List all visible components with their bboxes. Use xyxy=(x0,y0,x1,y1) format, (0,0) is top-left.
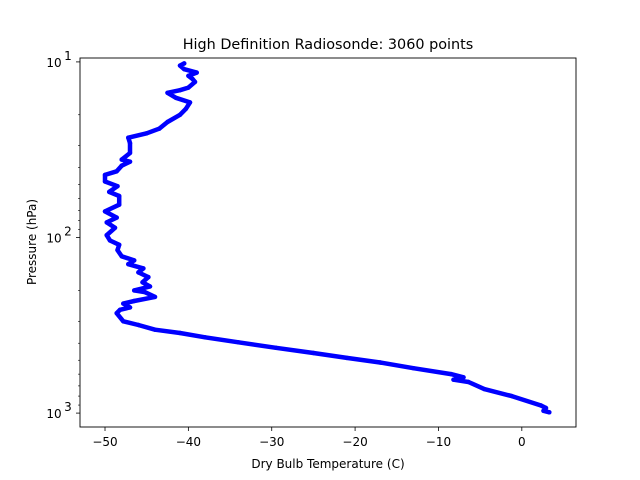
data-point xyxy=(132,298,137,304)
data-point xyxy=(127,159,133,164)
data-point xyxy=(121,319,126,324)
data-point xyxy=(377,360,383,365)
data-point xyxy=(127,140,133,146)
data-point xyxy=(547,410,552,415)
data-point xyxy=(182,67,187,72)
data-point xyxy=(165,90,170,96)
data-point xyxy=(102,179,108,184)
x-tick-label: −20 xyxy=(342,435,367,449)
data-point xyxy=(136,322,141,328)
data-point xyxy=(509,393,514,399)
plot-content xyxy=(102,61,552,415)
y-tick-exponent: 2 xyxy=(64,225,72,239)
x-tick-label: −40 xyxy=(176,435,201,449)
data-point xyxy=(177,63,183,68)
data-point xyxy=(543,405,549,411)
data-point xyxy=(112,225,118,230)
data-point xyxy=(165,119,170,125)
data-point xyxy=(107,238,113,243)
y-tick-label: 10 xyxy=(46,56,61,70)
x-tick-label: −50 xyxy=(92,435,117,449)
y-tick-exponent: 3 xyxy=(64,400,72,414)
data-point xyxy=(142,290,148,295)
data-point xyxy=(107,189,112,195)
data-point xyxy=(114,215,119,220)
data-point xyxy=(104,233,109,238)
data-point xyxy=(202,335,208,340)
data-point xyxy=(273,345,279,350)
data-point xyxy=(190,76,195,82)
data-point xyxy=(311,350,316,356)
data-point xyxy=(147,284,153,289)
data-point xyxy=(117,202,122,207)
data-point xyxy=(482,386,487,392)
data-point xyxy=(117,307,123,312)
data-point xyxy=(186,73,191,79)
data-point xyxy=(182,61,187,66)
x-tick-label: 0 xyxy=(518,435,526,449)
data-point xyxy=(157,126,162,131)
data-point xyxy=(117,242,122,247)
data-point xyxy=(541,408,546,413)
data-point xyxy=(117,193,122,199)
data-point xyxy=(177,330,183,336)
data-point xyxy=(451,377,456,382)
data-point xyxy=(186,85,191,90)
data-point xyxy=(173,95,179,101)
data-point xyxy=(177,88,183,93)
x-axis: −50 −40 −30 −20 −10 0 xyxy=(92,427,526,449)
y-tick-exponent: 1 xyxy=(64,49,72,63)
data-point xyxy=(152,327,158,332)
data-point xyxy=(119,163,124,168)
data-point xyxy=(466,379,471,385)
data-point xyxy=(183,106,189,112)
data-point xyxy=(144,131,149,136)
data-point xyxy=(187,100,193,105)
data-point xyxy=(102,209,108,214)
data-point xyxy=(194,70,199,75)
plot-frame xyxy=(79,57,577,428)
data-point xyxy=(177,112,183,118)
data-point xyxy=(126,135,131,140)
data-point xyxy=(102,172,108,178)
data-point xyxy=(152,294,158,300)
data-point xyxy=(461,375,466,380)
data-point xyxy=(114,169,119,174)
data-point xyxy=(126,262,131,267)
data-point xyxy=(119,157,124,162)
data-point xyxy=(132,258,137,263)
data-point xyxy=(146,274,151,280)
data-point xyxy=(132,288,137,293)
data-point xyxy=(115,184,120,189)
data-point xyxy=(115,247,120,253)
chart-title: High Definition Radiosonde: 3060 points xyxy=(183,37,474,53)
data-point xyxy=(104,220,109,225)
data-point xyxy=(121,301,126,306)
data-point xyxy=(136,270,141,275)
x-axis-title: Dry Bulb Temperature (C) xyxy=(251,457,404,471)
data-point xyxy=(411,366,416,371)
y-axis-title: Pressure (hPa) xyxy=(25,199,39,285)
data-point xyxy=(538,403,544,408)
x-tick-label: −30 xyxy=(259,435,284,449)
data-point xyxy=(141,266,146,271)
data-point xyxy=(344,355,349,361)
data-point xyxy=(140,280,145,285)
data-point xyxy=(127,305,133,310)
data-point xyxy=(127,150,133,156)
y-tick-label: 10 xyxy=(46,232,61,246)
data-point xyxy=(236,340,241,345)
data-point xyxy=(114,311,119,316)
data-point xyxy=(192,79,198,85)
y-tick-label: 10 xyxy=(46,407,61,421)
data-point xyxy=(119,254,124,259)
data-point xyxy=(448,371,454,377)
x-tick-label: −10 xyxy=(426,435,451,449)
